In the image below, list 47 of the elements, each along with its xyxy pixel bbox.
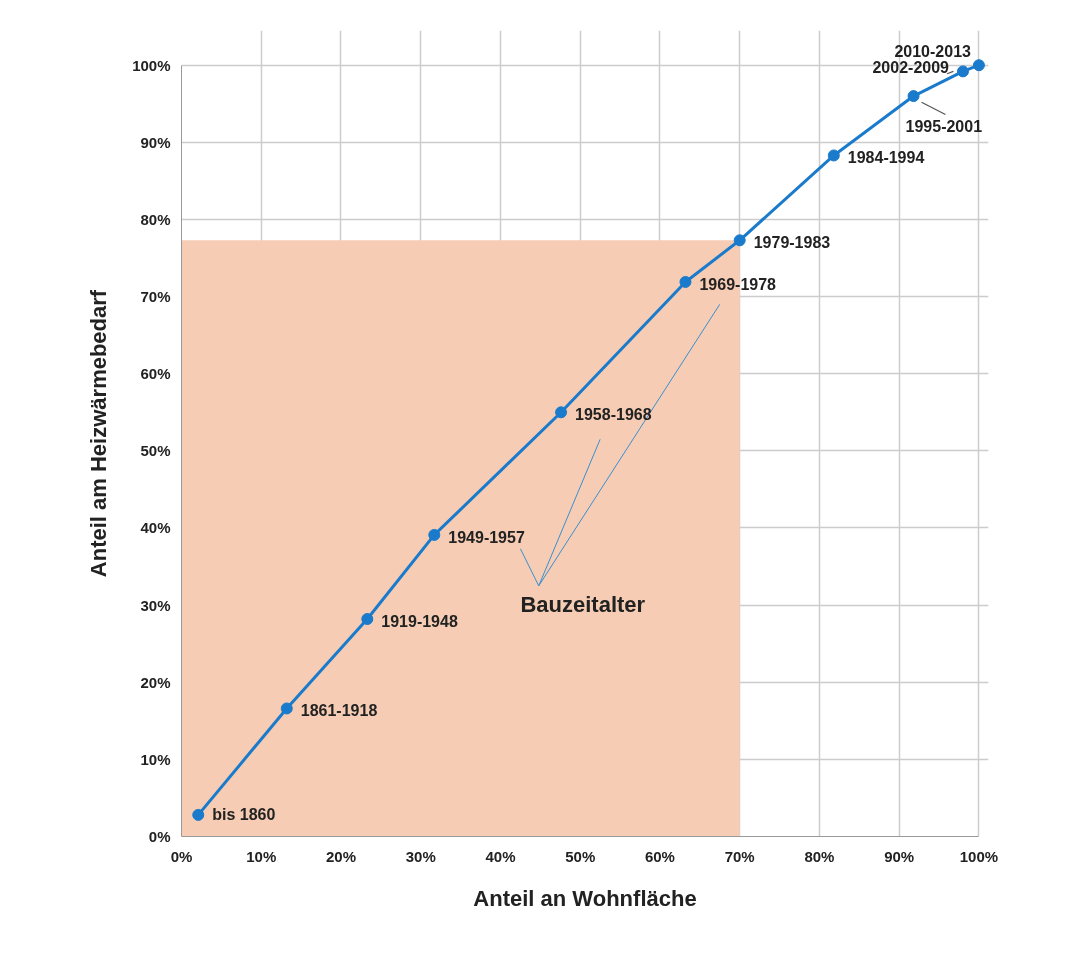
y-tick-label: 0% (148, 828, 171, 845)
y-axis-title: Anteil am Heizwärmebedarf (86, 289, 112, 578)
x-axis-title: Anteil an Wohnfläche (473, 885, 697, 911)
point (956, 65, 969, 78)
point (827, 149, 840, 162)
point (733, 234, 746, 247)
x-tick-label: 90% (884, 847, 915, 865)
point (679, 275, 692, 288)
annotation: 1979-1983 (753, 234, 831, 252)
y-tick-label: 90% (140, 133, 171, 151)
x-tick-label: 60% (644, 847, 675, 865)
point (361, 613, 374, 625)
annotation: 1949-1957 (448, 528, 525, 546)
x-tick-label: 70% (724, 847, 755, 865)
annotation: bis 1860 (212, 805, 276, 823)
y-tick-label: 20% (140, 673, 171, 691)
annotation: 2002-2009 (872, 59, 950, 77)
y-tick-label: 80% (140, 210, 171, 228)
point (280, 702, 293, 715)
y-tick-label: 30% (140, 596, 171, 614)
y-tick-label: 100% (132, 56, 171, 74)
x-tick-label: 50% (565, 847, 596, 865)
annotation: 1984-1994 (847, 149, 925, 167)
x-tick-label: 100% (959, 847, 999, 865)
x-tick-label: 30% (405, 847, 436, 865)
x-tick-label: 0% (170, 847, 193, 865)
point (907, 90, 920, 103)
annotation: 2010-2013 (894, 43, 972, 61)
annotation: Bauzeitalter (520, 591, 646, 617)
x-tick-label: 40% (485, 847, 516, 865)
y-tick-label: 70% (140, 288, 171, 306)
x-tick-label: 20% (325, 847, 357, 865)
annotation: 1995-2001 (905, 118, 983, 136)
point (555, 406, 568, 419)
annotation: 1861-1918 (300, 702, 378, 720)
x-tick-label: 10% (246, 847, 277, 865)
annotation: 1958-1968 (575, 406, 652, 424)
y-tick-label: 60% (140, 365, 171, 383)
point (972, 59, 985, 72)
annotation: 1919-1948 (381, 613, 458, 630)
y-tick-label: 10% (140, 750, 171, 768)
y-tick-label: 40% (140, 519, 171, 537)
x-tick-label: 80% (804, 847, 835, 865)
point (192, 808, 205, 821)
point (428, 528, 441, 541)
annotation: 1969-1978 (699, 275, 777, 293)
y-tick-label: 50% (140, 442, 171, 460)
